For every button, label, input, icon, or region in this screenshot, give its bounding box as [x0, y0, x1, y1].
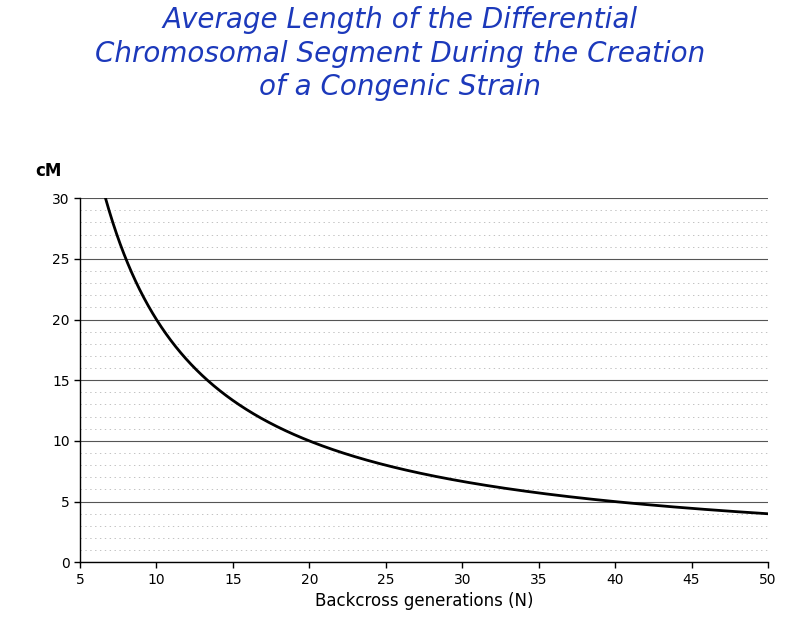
Text: cM: cM — [35, 162, 62, 180]
X-axis label: Backcross generations (N): Backcross generations (N) — [314, 592, 534, 610]
Text: Average Length of the Differential
Chromosomal Segment During the Creation
of a : Average Length of the Differential Chrom… — [95, 6, 705, 102]
